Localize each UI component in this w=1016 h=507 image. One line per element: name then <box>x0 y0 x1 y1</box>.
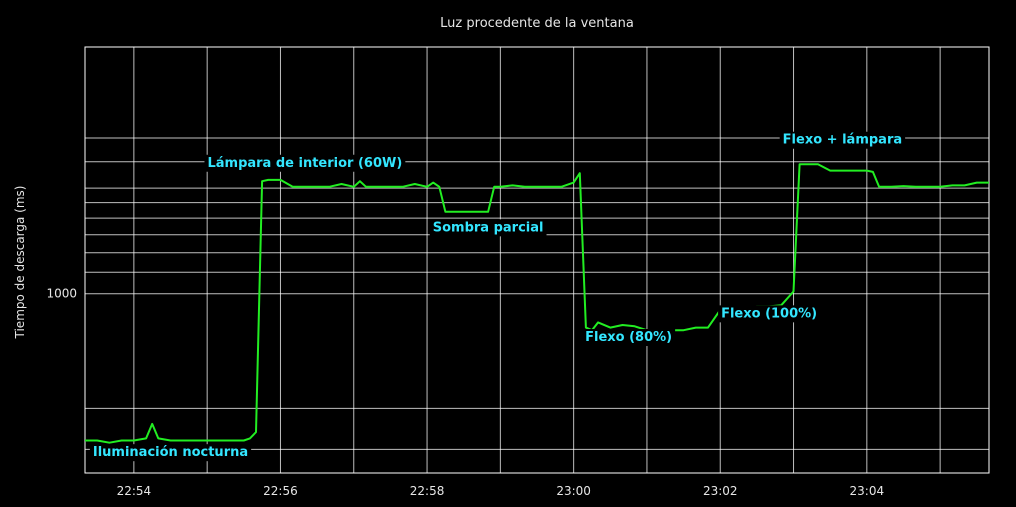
series-line <box>85 163 989 444</box>
annotation-background <box>779 131 906 149</box>
annotation-label: Sombra parcial <box>433 220 544 235</box>
annotation-label: Flexo (80%) <box>585 330 672 345</box>
annotation-label: Lámpara de interior (60W) <box>207 156 402 171</box>
x-tick-label: 22:54 <box>117 484 152 498</box>
annotation-label: Iluminación nocturna <box>93 445 248 460</box>
annotation-label: Flexo + lámpara <box>783 133 902 148</box>
plot-frame <box>84 46 990 474</box>
y-axis-label: Tiempo de descarga (ms) <box>13 186 27 340</box>
x-tick-label: 22:58 <box>410 484 445 498</box>
x-tick-label: 23:04 <box>850 484 885 498</box>
tick-labels: 22:54 22:56 22:58 23:00 23:02 23:04 1000 <box>46 287 884 498</box>
annotation-background <box>718 305 821 323</box>
x-tick-label: 22:56 <box>263 484 298 498</box>
x-tick-label: 23:02 <box>703 484 738 498</box>
y-tick-label: 1000 <box>46 287 77 301</box>
annotation-background <box>89 444 252 462</box>
annotation-label: Flexo (100%) <box>721 306 817 321</box>
annotation-background <box>582 329 676 347</box>
series-layer <box>85 163 989 444</box>
annotation-background <box>204 154 406 172</box>
chart-title: Luz procedente de la ventana <box>440 16 634 31</box>
annotation-layer: Lámpara de interior (60W) Sombra parcial F… <box>89 131 906 462</box>
annotation-background <box>429 219 547 237</box>
x-tick-label: 23:00 <box>556 484 591 498</box>
